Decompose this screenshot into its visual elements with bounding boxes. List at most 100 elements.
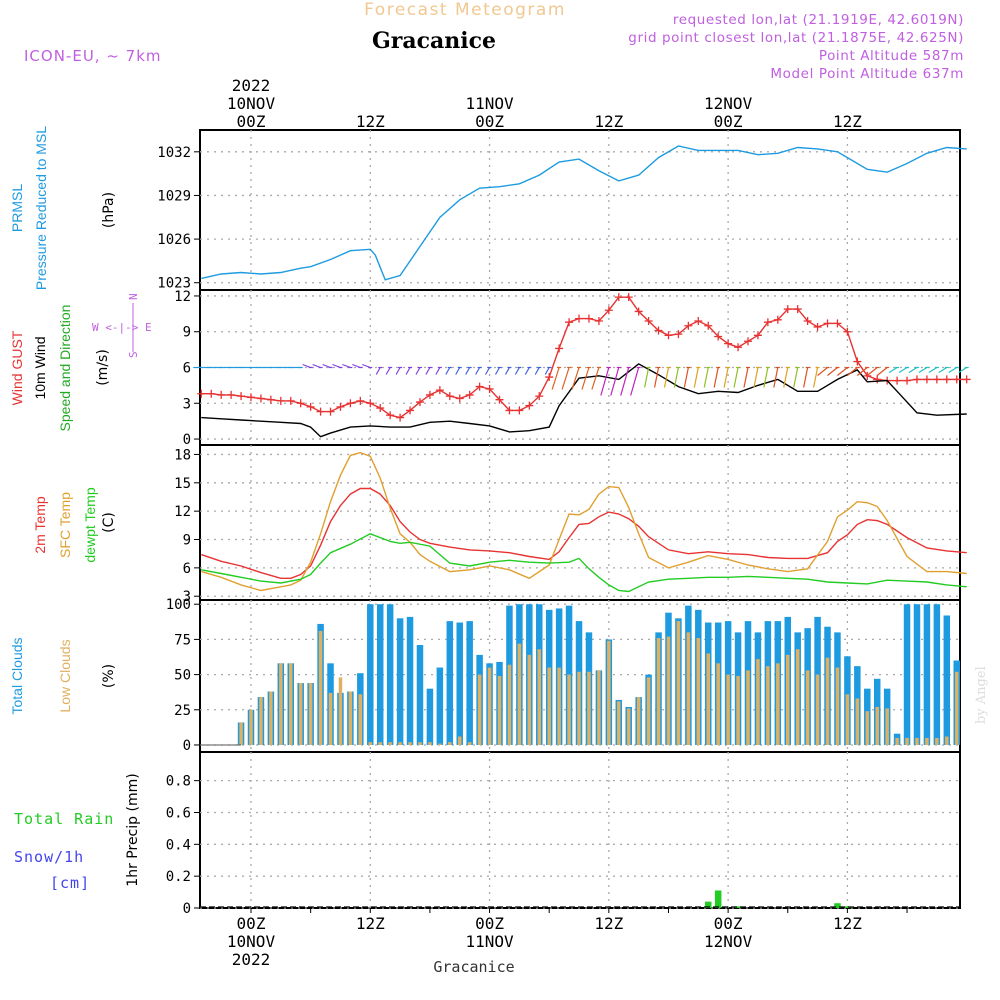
- panel-frame: [199, 751, 961, 909]
- time-label-bottom: 00Z: [475, 914, 504, 933]
- gust-marker: [356, 396, 365, 405]
- wind-direction-arrow: [435, 367, 441, 375]
- panel-label: Total Clouds: [9, 637, 25, 714]
- bar-low-clouds: [875, 706, 879, 745]
- bar-low-clouds: [706, 653, 710, 745]
- wind-direction-arrow: [898, 366, 908, 374]
- panel-wind: 0 3 6 9 12 (m/s) Wind GUST 10m Wind Speed and Di…: [9, 289, 971, 448]
- bar-low-clouds: [636, 697, 641, 745]
- bar-low-clouds: [577, 671, 581, 745]
- bar-low-clouds: [289, 663, 293, 745]
- bar-low-clouds: [726, 674, 730, 745]
- bar-low-clouds: [487, 667, 492, 745]
- wind-direction-arrow: [620, 367, 630, 396]
- bar-low-clouds: [448, 742, 452, 745]
- gust-marker: [724, 339, 733, 348]
- bar-low-clouds: [378, 742, 382, 745]
- wind-direction-arrow: [888, 366, 898, 374]
- bar-low-clouds: [815, 674, 820, 745]
- gust-marker: [942, 375, 951, 384]
- wind-direction-arrow: [827, 367, 838, 376]
- wind-direction-arrow: [395, 367, 401, 375]
- wind-direction-arrow: [723, 367, 729, 388]
- bar-low-clouds: [736, 676, 740, 745]
- gust-marker: [575, 314, 584, 323]
- y-tick-label: 3: [183, 589, 191, 605]
- bar-low-clouds: [418, 742, 422, 745]
- gust-marker: [505, 406, 514, 415]
- bar-low-clouds: [845, 694, 850, 745]
- wind-direction-arrow: [908, 366, 918, 374]
- bar-total-clouds: [367, 604, 374, 745]
- wind-direction-arrow: [561, 367, 570, 390]
- gust-marker: [744, 337, 752, 346]
- wind-direction-arrow: [918, 366, 928, 374]
- bar-total-clouds: [446, 621, 454, 745]
- gust-marker: [952, 375, 961, 384]
- wind-direction-arrow: [683, 367, 689, 388]
- gust-marker: [604, 306, 613, 315]
- wind-direction-arrow: [856, 367, 868, 376]
- gust-marker: [525, 401, 534, 410]
- gust-marker: [207, 389, 216, 398]
- location-title: Gracanice: [372, 28, 496, 54]
- panel-pressure: 1023 1026 1029 1032 (hPa) PRMSL Pressure Reduc…: [9, 126, 967, 292]
- gust-marker: [485, 384, 494, 393]
- bar-low-clouds: [467, 742, 472, 745]
- panel-label: PRMSL: [9, 184, 25, 232]
- wind-direction-arrow: [591, 367, 600, 390]
- gust-marker: [903, 376, 912, 385]
- wind-direction-arrow: [581, 367, 590, 390]
- gust-marker: [803, 317, 812, 325]
- bar-total-clouds: [943, 615, 951, 745]
- gust-marker: [217, 390, 226, 399]
- panel-label: [cm]: [50, 874, 90, 892]
- time-label-bottom: 12Z: [833, 914, 862, 933]
- gust-marker: [813, 322, 822, 331]
- wind-direction-arrow: [455, 367, 461, 375]
- bar-low-clouds: [567, 674, 571, 745]
- gust-marker: [873, 375, 882, 384]
- bar-total-rain: [714, 890, 722, 909]
- bar-low-clouds: [348, 691, 353, 745]
- panel-label: Speed and Direction: [57, 305, 73, 432]
- y-tick-label: 15: [174, 476, 191, 492]
- bar-total-clouds: [903, 604, 911, 745]
- bar-low-clouds: [666, 636, 671, 745]
- gust-marker: [475, 382, 484, 391]
- wind-direction-arrow: [783, 367, 789, 388]
- bar-low-clouds: [537, 649, 542, 745]
- wind-direction-arrow: [494, 367, 501, 375]
- bar-low-clouds: [766, 666, 770, 745]
- time-label-top: 00Z: [714, 112, 743, 131]
- time-label-top: 10NOV: [227, 94, 276, 113]
- gust-marker: [197, 389, 206, 398]
- bar-low-clouds: [259, 697, 263, 745]
- gust-marker: [346, 399, 355, 408]
- time-label-bottom: 00Z: [714, 914, 743, 933]
- gust-marker: [435, 386, 444, 395]
- bar-total-clouds: [416, 645, 424, 745]
- gust-marker: [326, 407, 335, 416]
- bar-total-clouds: [436, 667, 444, 745]
- gust-marker: [227, 390, 236, 399]
- gust-marker: [684, 321, 693, 330]
- y-tick-label: 18: [174, 447, 191, 463]
- panel-precipitation: 0 0.2 0.4 0.6 0.8 1hr Precip (mm) Total Rain Sn…: [14, 751, 961, 917]
- y-tick-label: 50: [174, 668, 191, 684]
- bar-low-clouds: [776, 663, 780, 745]
- gust-marker: [445, 392, 454, 401]
- wind-direction-arrow: [415, 367, 421, 375]
- y-tick-label: 12: [174, 504, 191, 520]
- bar-low-clouds: [527, 654, 532, 745]
- bar-low-clouds: [716, 663, 720, 745]
- bar-low-clouds: [269, 691, 273, 745]
- wind-direction-arrow: [524, 367, 530, 375]
- wind-direction-arrow: [544, 367, 550, 375]
- wind-direction-arrow: [743, 367, 749, 388]
- gust-marker: [674, 330, 683, 339]
- y-tick-label: 12: [174, 289, 191, 305]
- wind-direction-arrow: [385, 367, 391, 375]
- wind-direction-arrow: [504, 367, 510, 375]
- series-line-2m-temp: [201, 487, 967, 579]
